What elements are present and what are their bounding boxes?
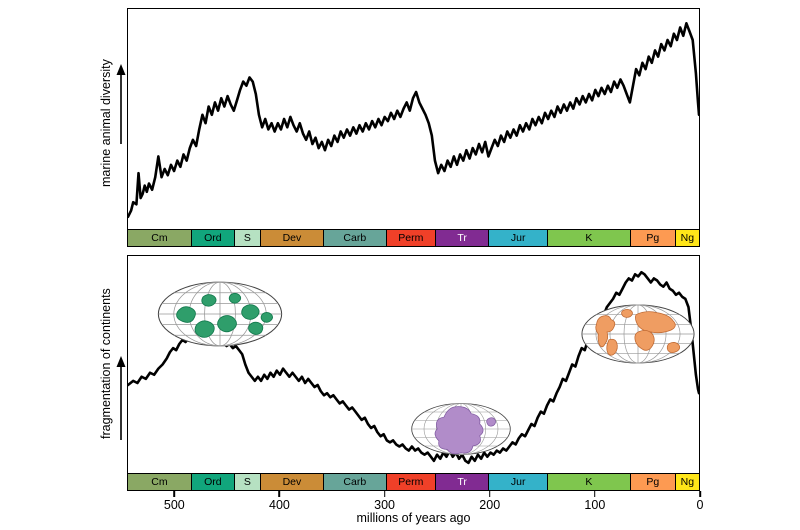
x-tick-label: 400: [269, 498, 290, 512]
x-tick: [278, 491, 281, 497]
diversity-panel: Cm Ord S Dev Carb Perm Tr Jur K Pg Ng: [127, 8, 700, 247]
period-Ord: Ord: [190, 474, 234, 490]
x-tick-label: 0: [696, 498, 704, 512]
period-Jur: Jur: [488, 474, 548, 490]
period-Cm: Cm: [128, 474, 191, 490]
fragmentation-panel: Cm Ord S Dev Carb Perm Tr Jur K Pg Ng: [127, 255, 700, 491]
early-paleozoic-globe: [157, 281, 283, 347]
x-tick-label: 100: [584, 498, 606, 512]
period-Carb: Carb: [322, 230, 386, 246]
x-tick-label: 300: [374, 498, 396, 512]
period-Tr: Tr: [434, 230, 489, 246]
x-tick: [699, 491, 701, 497]
diversity-up-arrow-icon: [116, 64, 126, 144]
period-Ng: Ng: [674, 474, 699, 490]
x-axis-ticks: 500 400 300 200 100 0: [127, 491, 703, 515]
fragmentation-up-arrow-icon: [116, 356, 126, 440]
fragmentation-plot: [128, 256, 699, 473]
x-axis-label: millions of years ago: [356, 511, 471, 525]
pangaea-globe: [411, 403, 511, 455]
modern-world-globe: [581, 304, 695, 364]
period-Perm: Perm: [385, 230, 435, 246]
period-S: S: [233, 230, 260, 246]
diversity-curve: [128, 23, 699, 217]
timescale-bar-top: Cm Ord S Dev Carb Perm Tr Jur K Pg Ng: [128, 229, 699, 246]
x-tick: [383, 491, 386, 497]
period-Dev: Dev: [260, 230, 323, 246]
period-Ord: Ord: [190, 230, 234, 246]
x-tick-label: 200: [479, 498, 501, 512]
diversity-plot: [128, 9, 699, 229]
period-K: K: [547, 230, 630, 246]
period-Pg: Pg: [629, 230, 675, 246]
period-Pg: Pg: [629, 474, 675, 490]
period-Carb: Carb: [322, 474, 386, 490]
x-tick-label: 500: [163, 498, 185, 512]
fragmentation-curve: [128, 272, 699, 463]
period-S: S: [233, 474, 260, 490]
period-Cm: Cm: [128, 230, 191, 246]
period-Ng: Ng: [674, 230, 699, 246]
timescale-bar-bottom: Cm Ord S Dev Carb Perm Tr Jur K Pg Ng: [128, 473, 699, 490]
period-Jur: Jur: [488, 230, 548, 246]
x-tick: [488, 491, 491, 497]
fragmentation-axis-label: fragmentation of continents: [99, 288, 113, 440]
x-tick: [594, 491, 596, 497]
period-Tr: Tr: [434, 474, 489, 490]
period-K: K: [547, 474, 630, 490]
x-tick: [173, 491, 176, 497]
period-Perm: Perm: [385, 474, 435, 490]
period-Dev: Dev: [260, 474, 323, 490]
diversity-axis-label: marine animal diversity: [99, 59, 113, 187]
